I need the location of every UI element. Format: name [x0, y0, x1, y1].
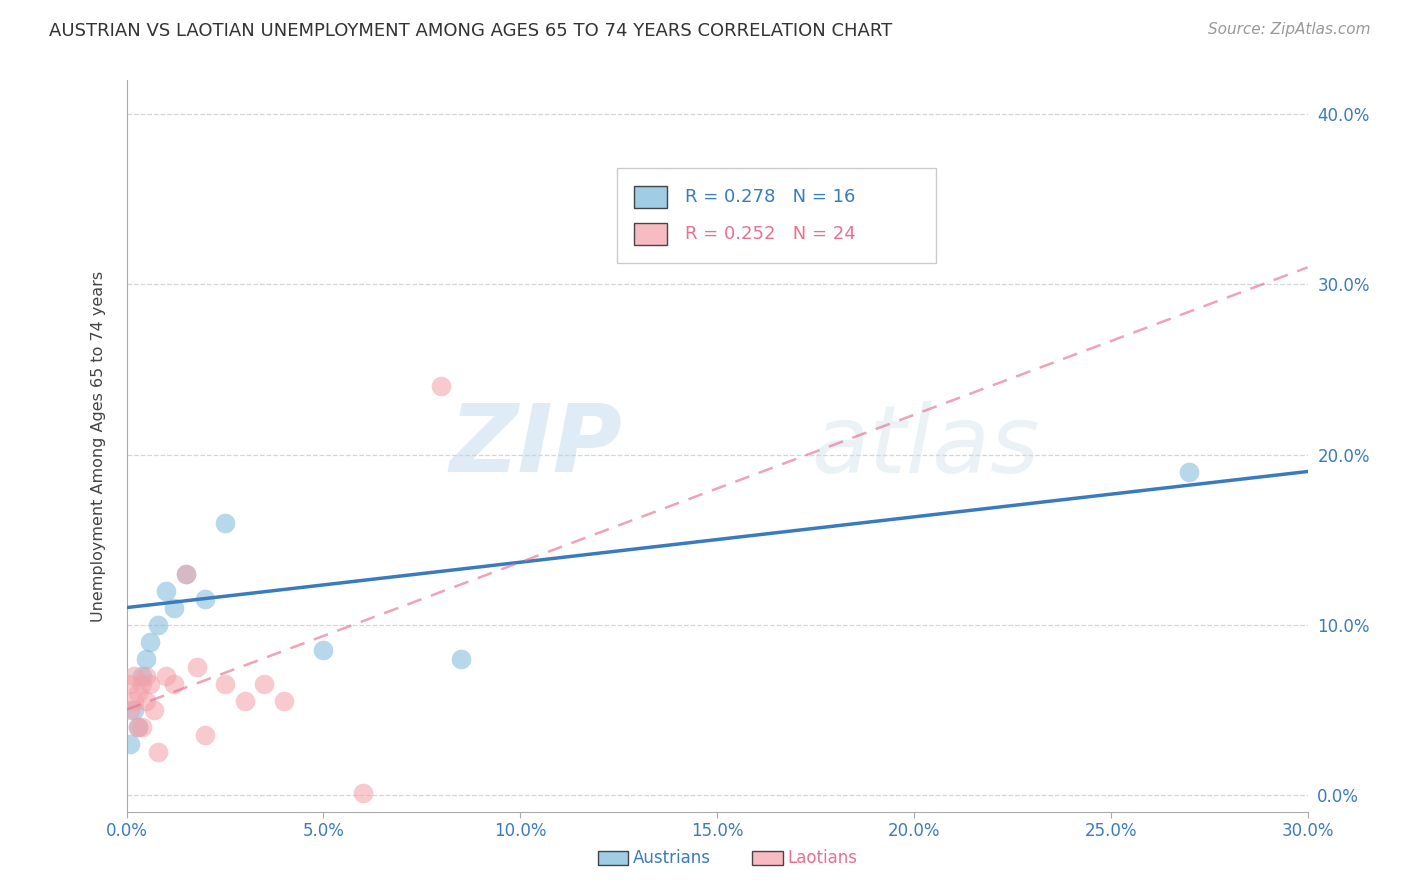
- Point: [186, 660, 208, 674]
- Point: [163, 677, 186, 691]
- Point: [146, 617, 169, 632]
- Text: Austrians: Austrians: [633, 849, 710, 867]
- Point: [135, 651, 157, 665]
- Point: [120, 737, 142, 751]
- Text: R = 0.252   N = 24: R = 0.252 N = 24: [685, 225, 856, 243]
- Text: ZIP: ZIP: [450, 400, 623, 492]
- Point: [124, 703, 146, 717]
- Point: [312, 643, 335, 657]
- Point: [131, 677, 153, 691]
- Point: [143, 703, 166, 717]
- Point: [127, 720, 149, 734]
- Point: [120, 703, 142, 717]
- Text: atlas: atlas: [811, 401, 1040, 491]
- Point: [214, 516, 236, 530]
- Point: [131, 668, 153, 682]
- Point: [233, 694, 256, 708]
- FancyBboxPatch shape: [634, 223, 668, 244]
- Point: [135, 694, 157, 708]
- Text: R = 0.278   N = 16: R = 0.278 N = 16: [685, 188, 855, 206]
- Text: Source: ZipAtlas.com: Source: ZipAtlas.com: [1208, 22, 1371, 37]
- Point: [127, 720, 149, 734]
- Point: [155, 583, 177, 598]
- Point: [666, 184, 689, 198]
- Point: [253, 677, 276, 691]
- Point: [146, 745, 169, 759]
- Y-axis label: Unemployment Among Ages 65 to 74 years: Unemployment Among Ages 65 to 74 years: [91, 270, 105, 622]
- Point: [194, 728, 217, 742]
- Text: AUSTRIAN VS LAOTIAN UNEMPLOYMENT AMONG AGES 65 TO 74 YEARS CORRELATION CHART: AUSTRIAN VS LAOTIAN UNEMPLOYMENT AMONG A…: [49, 22, 893, 40]
- Point: [124, 694, 146, 708]
- Point: [214, 677, 236, 691]
- Point: [450, 651, 472, 665]
- Point: [430, 379, 453, 393]
- Point: [127, 686, 149, 700]
- Point: [273, 694, 295, 708]
- Point: [163, 600, 186, 615]
- FancyBboxPatch shape: [617, 168, 935, 263]
- Point: [155, 668, 177, 682]
- Point: [124, 668, 146, 682]
- Point: [174, 566, 197, 581]
- Point: [120, 677, 142, 691]
- Point: [139, 634, 162, 648]
- Point: [352, 786, 374, 800]
- FancyBboxPatch shape: [634, 186, 668, 209]
- Point: [135, 668, 157, 682]
- Point: [1178, 465, 1201, 479]
- Point: [131, 720, 153, 734]
- Point: [139, 677, 162, 691]
- Point: [174, 566, 197, 581]
- Point: [194, 592, 217, 607]
- Text: Laotians: Laotians: [787, 849, 858, 867]
